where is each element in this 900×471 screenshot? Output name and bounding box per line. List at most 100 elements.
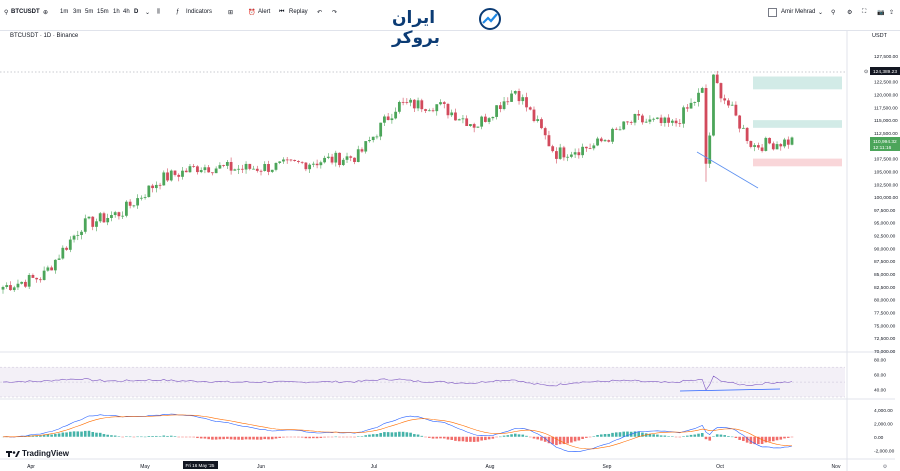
fullscreen-icon[interactable]: ⛶ <box>862 9 867 15</box>
high-price-tag <box>870 67 900 75</box>
candle <box>405 102 409 103</box>
layout-icon[interactable]: ⊞ <box>228 10 234 16</box>
interval-d[interactable]: D <box>134 9 139 15</box>
candle <box>607 140 611 142</box>
candle <box>57 258 61 260</box>
candle <box>588 148 592 150</box>
candle <box>211 172 214 174</box>
rsi-trend-line <box>679 388 781 392</box>
replay-icon[interactable]: ⏮ <box>279 9 285 15</box>
macd-histogram-bar <box>532 436 536 439</box>
macd-histogram-bar <box>693 434 697 437</box>
candle <box>734 104 738 116</box>
candle <box>532 109 536 121</box>
candle <box>31 275 35 278</box>
search-icon[interactable]: ⚲ <box>4 10 9 16</box>
macd-histogram-bar <box>364 435 368 437</box>
candle <box>525 97 528 108</box>
currency-label[interactable]: USDT <box>872 33 887 39</box>
macd-histogram-bar <box>177 436 181 438</box>
alert-button[interactable]: Alert <box>258 9 271 15</box>
interval-1m[interactable]: 1m <box>60 9 69 15</box>
candle <box>637 113 641 116</box>
macd-histogram-bar <box>188 436 192 438</box>
candle <box>581 146 584 156</box>
macd-histogram-bar <box>607 433 611 437</box>
candle <box>181 170 184 177</box>
macd-histogram-bar <box>547 436 551 444</box>
interval-15m[interactable]: 15m <box>97 9 109 15</box>
macd-histogram-bar <box>267 436 270 440</box>
candle <box>551 146 555 152</box>
macd-histogram-bar <box>226 436 229 439</box>
macd-histogram-bar <box>401 431 405 437</box>
macd-histogram-bar <box>334 436 338 438</box>
macd-histogram-bar <box>319 436 323 438</box>
candle <box>528 107 532 110</box>
macd-histogram-bar <box>790 436 794 438</box>
symbol-search[interactable]: BTCUSDT <box>11 9 40 15</box>
candle <box>42 270 46 281</box>
candle <box>446 103 450 116</box>
candle <box>297 160 300 162</box>
candle <box>356 149 360 162</box>
candle <box>285 159 289 161</box>
macd-histogram-bar <box>409 432 412 437</box>
tradingview-brand[interactable]: TradingView <box>22 449 69 458</box>
search-icon[interactable]: ⚲ <box>831 10 836 16</box>
macd-histogram-bar <box>110 435 113 437</box>
macd-histogram-bar <box>562 436 566 445</box>
alert-icon[interactable]: ⏰ <box>248 10 256 16</box>
candles-icon[interactable]: ⫼ <box>157 9 160 15</box>
chevron-down-icon[interactable]: ⌄ <box>145 10 151 16</box>
redo-icon[interactable]: ↷ <box>332 10 338 16</box>
candle <box>214 168 218 174</box>
candle <box>259 170 263 172</box>
interval-3m[interactable]: 3m <box>73 9 82 15</box>
candle <box>326 156 330 158</box>
user-menu[interactable]: Amir Mehrad <box>781 9 816 15</box>
time-axis-label: Oct <box>716 464 724 470</box>
candle <box>53 259 57 271</box>
candle <box>136 198 140 206</box>
replay-button[interactable]: Replay <box>289 9 308 15</box>
macd-histogram-bar <box>91 432 95 437</box>
candle <box>442 102 446 104</box>
candle <box>207 167 211 173</box>
macd-histogram-bar <box>457 436 461 442</box>
indicators-button[interactable]: Indicators <box>186 9 213 15</box>
macd-histogram-bar <box>611 432 614 437</box>
indicators-icon[interactable]: ƒ <box>176 9 180 15</box>
macd-histogram-bar <box>603 434 607 437</box>
macd-histogram-bar <box>102 434 106 437</box>
candle <box>128 201 132 206</box>
interval-4h[interactable]: 4h <box>123 9 130 15</box>
candle <box>611 128 614 142</box>
candle <box>614 128 618 130</box>
settings-icon[interactable]: ⚙ <box>847 10 853 16</box>
interval-5m[interactable]: 5m <box>85 9 94 15</box>
candle <box>401 101 405 103</box>
macd-histogram-bar <box>218 436 222 440</box>
candle <box>158 184 162 186</box>
macd-histogram-bar <box>476 436 480 442</box>
candle <box>723 98 727 101</box>
chevron-down-icon[interactable]: ⌄ <box>818 10 824 16</box>
macd-histogram-bar <box>184 436 188 438</box>
supply-zone <box>753 120 842 128</box>
candle <box>222 165 226 166</box>
interval-1h[interactable]: 1h <box>113 9 120 15</box>
candle <box>513 90 517 94</box>
publish-icon[interactable]: ⇪ <box>889 10 895 16</box>
layout-toggle-icon[interactable] <box>768 8 777 17</box>
macd-histogram-bar <box>293 436 296 438</box>
undo-icon[interactable]: ↶ <box>317 10 323 16</box>
price-axis-label: 115,000.00 <box>874 118 898 124</box>
macd-histogram-bar <box>682 436 685 437</box>
camera-icon[interactable]: 📷 <box>877 10 885 16</box>
add-symbol-icon[interactable]: ⊕ <box>43 10 49 16</box>
macd-histogram-bar <box>255 436 259 440</box>
macd-histogram-bar <box>442 436 446 439</box>
candle <box>147 185 151 198</box>
